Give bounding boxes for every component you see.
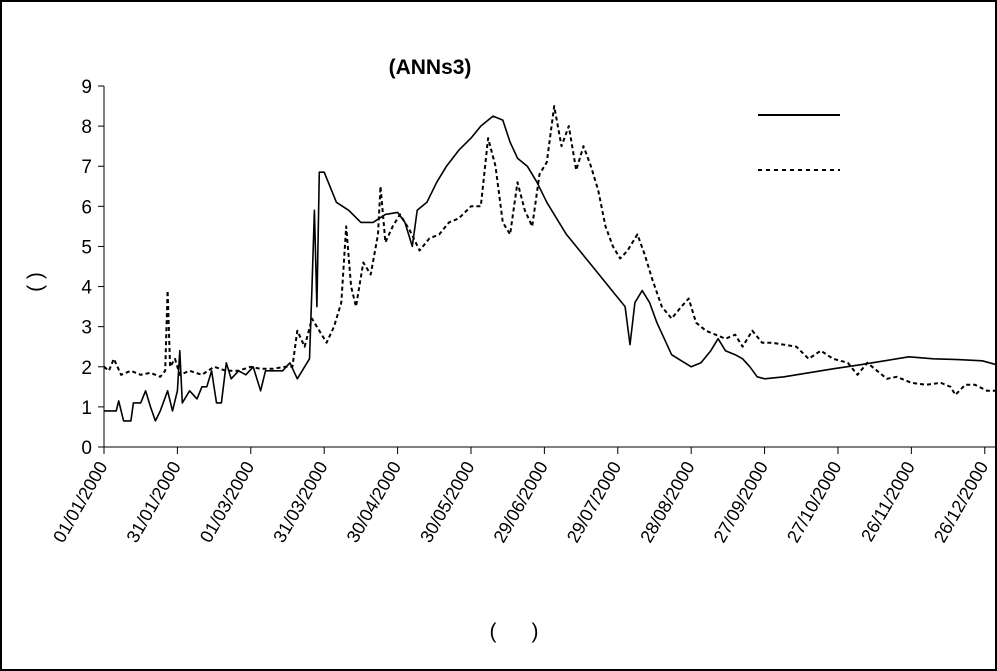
- chart-title: (ANNs3): [389, 56, 472, 79]
- y-tick-label: 0: [81, 438, 92, 459]
- y-tick-label: 2: [81, 358, 92, 379]
- y-axis-label: ( ): [24, 272, 47, 292]
- y-tick-label: 8: [81, 117, 92, 138]
- x-axis-label: ( ): [490, 620, 539, 643]
- plot-area: [103, 105, 997, 422]
- y-tick-label: 1: [81, 398, 92, 419]
- y-tick-label: 6: [81, 197, 92, 218]
- y-tick-label: 3: [81, 318, 92, 339]
- y-tick-label: 9: [81, 77, 92, 98]
- legend: [758, 114, 840, 171]
- y-tick-label: 5: [81, 237, 92, 258]
- y-tick-label: 7: [81, 157, 92, 178]
- series-line-solid: [104, 115, 997, 422]
- y-axis: 0 1 2 3 4 5 6 7 8 9: [81, 77, 104, 459]
- series-line-dashed: [103, 105, 997, 396]
- y-tick-label: 4: [81, 278, 92, 299]
